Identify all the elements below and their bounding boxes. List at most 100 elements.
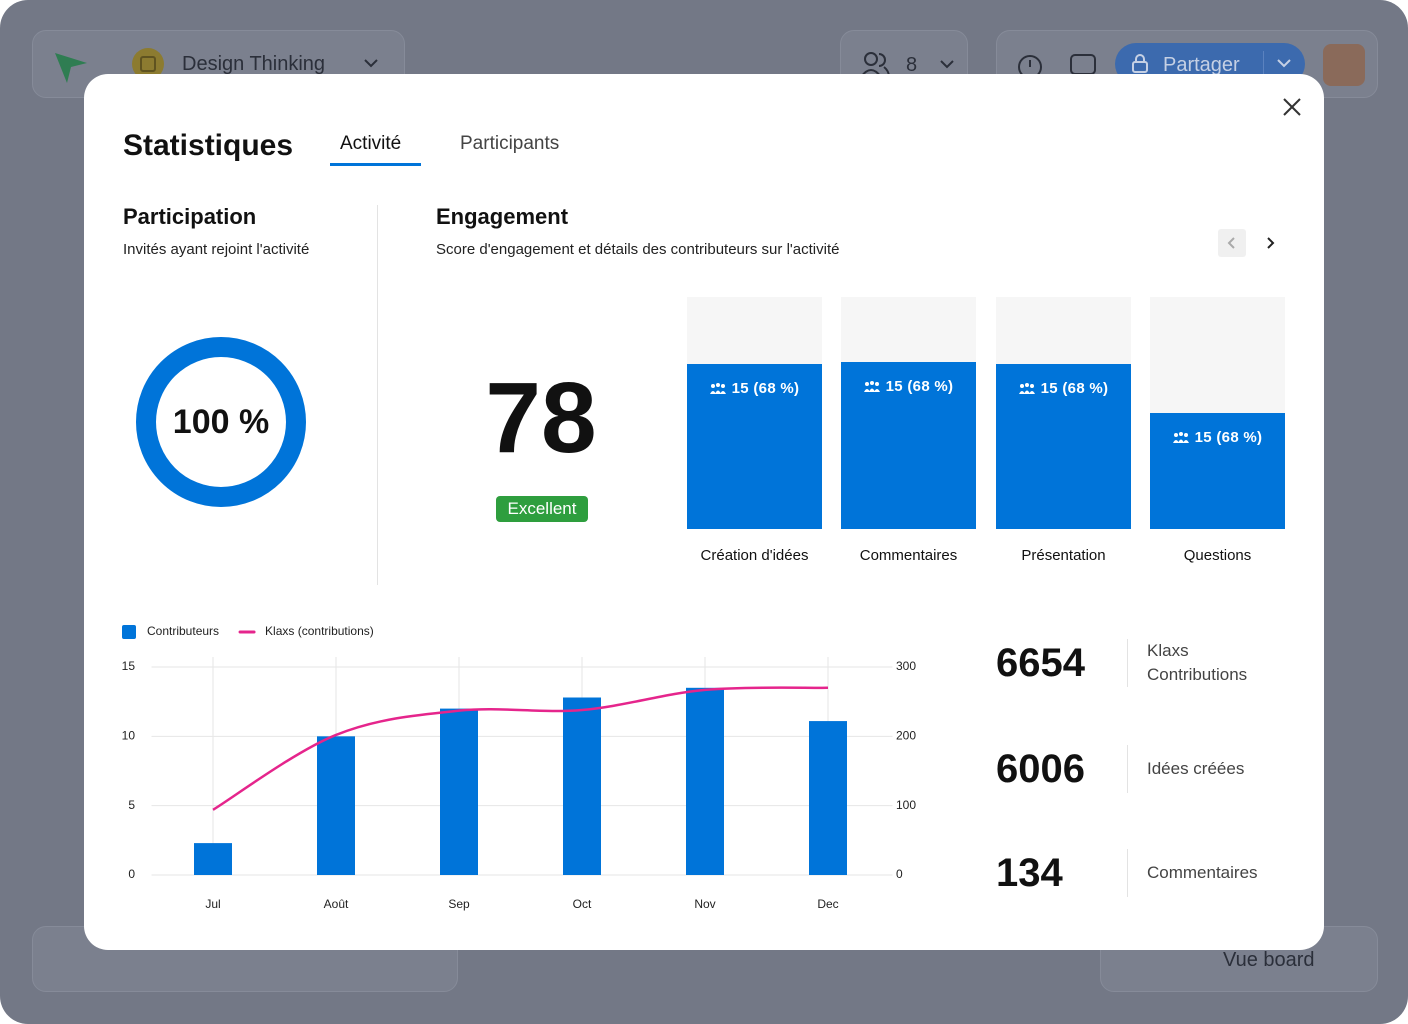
icon-dot: [1173, 433, 1178, 437]
bar: [809, 721, 847, 875]
lock-icon: [1132, 54, 1148, 73]
participation-value: 100 %: [172, 403, 270, 441]
divider: [377, 205, 378, 585]
icon-dot: [720, 384, 725, 389]
x-tick-label: Dec: [817, 897, 838, 911]
stat-label: Commentaires: [1147, 863, 1258, 882]
y2-tick-label: 200: [896, 729, 916, 743]
engagement-score: 78: [485, 362, 597, 474]
bar-label: 15 (68 %): [687, 380, 822, 397]
bar: [317, 736, 355, 875]
icon-body: [863, 388, 880, 392]
stat-value: 6654: [996, 641, 1085, 685]
icon-body: [709, 390, 726, 395]
next-button[interactable]: [1256, 229, 1284, 257]
bar: [686, 687, 724, 875]
bar-label-text: 15 (68 %): [731, 380, 800, 398]
icon-dot: [869, 380, 874, 385]
share-label: Partager: [1163, 54, 1240, 76]
bar-track: 15 (68 %): [1150, 297, 1285, 529]
bar-fill: 15 (68 %): [1150, 413, 1285, 529]
tab[interactable]: Activité: [340, 133, 402, 154]
stat-divider: [1127, 745, 1128, 793]
people-icon: [1172, 432, 1189, 443]
prev-button[interactable]: [1218, 229, 1246, 257]
board-name[interactable]: Design Thinking: [182, 53, 326, 75]
bar-name: Commentaires: [859, 547, 958, 564]
icon-dot: [1029, 384, 1034, 389]
x-tick-label: Oct: [573, 897, 592, 911]
legend-swatch: [122, 625, 136, 639]
bar-label: 15 (68 %): [841, 378, 976, 395]
x-tick-label: Août: [324, 897, 349, 911]
people-icon: [709, 383, 726, 395]
modal-title: Statistiques: [123, 129, 294, 162]
chevron: [1277, 59, 1291, 68]
bar: [194, 843, 232, 875]
line-series: [212, 686, 829, 811]
chevron[interactable]: [363, 57, 379, 71]
avatar[interactable]: [1323, 44, 1365, 86]
y-tick-label: 5: [128, 798, 135, 812]
divider: [1263, 51, 1264, 77]
section-subtitle: Invités ayant rejoint l'activité: [123, 241, 310, 258]
bar-fill: 15 (68 %): [841, 361, 976, 529]
icon-dot: [710, 384, 715, 389]
section-subtitle: Score d'engagement et détails des contri…: [436, 241, 840, 258]
view-label[interactable]: Vue board: [1223, 949, 1315, 971]
y-tick-label: 0: [128, 867, 135, 881]
icon-dot: [1024, 383, 1029, 388]
chevron: [940, 60, 954, 69]
icon-dot: [1183, 433, 1188, 437]
bar-track: 15 (68 %): [841, 297, 976, 529]
bar: [563, 697, 601, 875]
bar-track: 15 (68 %): [687, 297, 822, 529]
bar-label: 15 (68 %): [1150, 429, 1285, 446]
participation-donut: [136, 337, 306, 507]
icon-dot: [864, 381, 869, 386]
bar: [440, 708, 478, 875]
x-tick-label: Sep: [448, 897, 470, 911]
stat-divider: [1127, 639, 1128, 687]
stat-value: 134: [996, 851, 1063, 895]
app-logo: [55, 53, 87, 83]
bar-label-text: 15 (68 %): [885, 377, 954, 395]
people-icon: [863, 380, 880, 392]
bar-label-text: 15 (68 %): [1040, 380, 1109, 398]
y-tick-label: 10: [122, 729, 136, 743]
section-title: Engagement: [436, 204, 569, 229]
bar-track: 15 (68 %): [996, 297, 1131, 529]
icon-body: [1018, 390, 1035, 395]
icon-dot: [1019, 384, 1024, 389]
bar-name: Questions: [1183, 547, 1252, 564]
y2-tick-label: 100: [896, 798, 916, 812]
close-button[interactable]: [1281, 96, 1303, 118]
section-title: Participation: [123, 204, 257, 229]
tab-underline: [330, 163, 421, 166]
activity-chart: 0 5 10 15 0 100 200 300 Jul Août Sep Oct Nov Dec Contr…: [122, 624, 917, 911]
stat-divider: [1127, 849, 1128, 897]
icon-dot: [874, 381, 879, 386]
board-icon: [132, 48, 164, 80]
x-tick-label: Nov: [694, 897, 715, 911]
bar-label: 15 (68 %): [996, 380, 1131, 397]
participants-count: 8: [906, 54, 918, 76]
legend-label: Klaxs (contributions): [265, 624, 374, 638]
bar-name: Présentation: [1021, 547, 1106, 564]
y-tick-label: 15: [122, 659, 136, 673]
icon-dot: [1178, 432, 1183, 436]
bar-name: Création d'idées: [700, 547, 809, 564]
stats-modal: Statistiques Activité Participants Parti…: [84, 74, 1324, 950]
stat-label: Klaxs Contributions: [1147, 641, 1248, 684]
y2-tick-label: 300: [896, 659, 916, 673]
rating-badge: Excellent: [496, 496, 588, 522]
tab[interactable]: Participants: [460, 133, 560, 154]
x-tick-label: Jul: [205, 897, 220, 911]
stat-value: 6006: [996, 747, 1085, 791]
people-icon: [1018, 383, 1035, 395]
bar-label-text: 15 (68 %): [1194, 429, 1263, 446]
legend-label: Contributeurs: [147, 624, 219, 638]
bar-fill: 15 (68 %): [687, 364, 822, 529]
icon-body: [1172, 439, 1189, 443]
